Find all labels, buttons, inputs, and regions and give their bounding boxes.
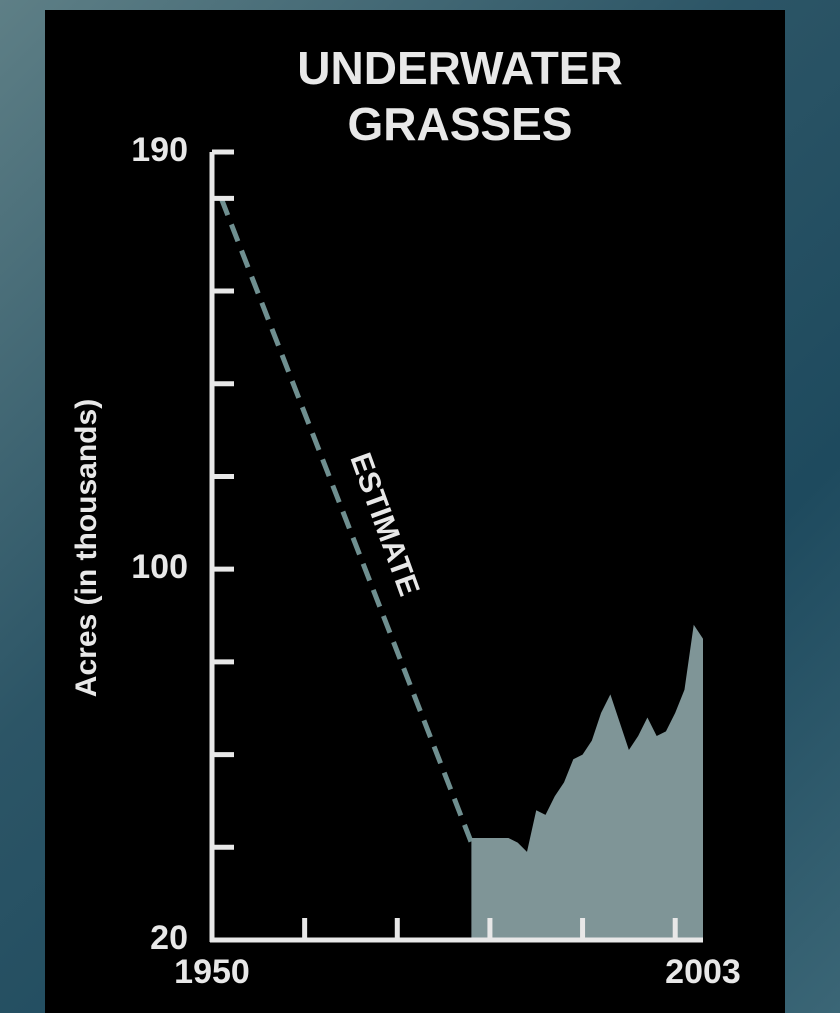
y-axis-label: Acres (in thousands) xyxy=(70,399,103,697)
line xyxy=(221,198,471,842)
y-tick-label: 190 xyxy=(131,131,188,169)
y-tick-label: 20 xyxy=(150,919,188,957)
chart: Acres (in thousands) ESTIMATE 20 100 190 19… xyxy=(0,0,840,1013)
page: UNDERWATER GRASSES Acres (in thousands) … xyxy=(0,0,840,1013)
annotation: ESTIMATE xyxy=(343,449,425,601)
area xyxy=(471,625,703,940)
x-tick-label: 1950 xyxy=(174,953,250,991)
x-tick-label: 2003 xyxy=(665,953,741,991)
y-tick-label: 100 xyxy=(131,548,188,586)
